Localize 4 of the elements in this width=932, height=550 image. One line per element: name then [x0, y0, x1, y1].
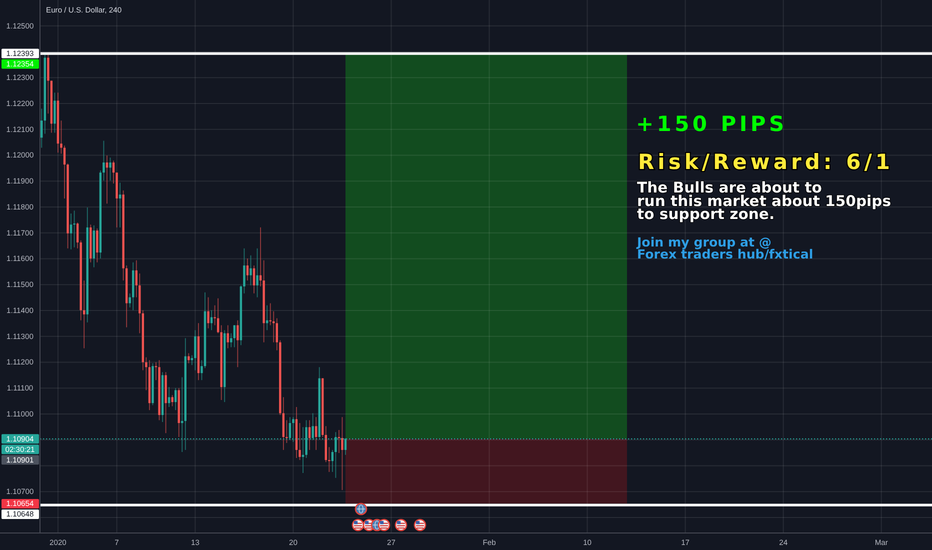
annotation: The Bulls are about to run this market about 150pips to support zone. [637, 180, 892, 224]
annotation: Risk/Reward: 6/1 [638, 150, 894, 174]
annotation: +150 PIPS [636, 112, 788, 136]
annotation: Join my group at @ Forex traders hub/fxtical [636, 234, 814, 262]
